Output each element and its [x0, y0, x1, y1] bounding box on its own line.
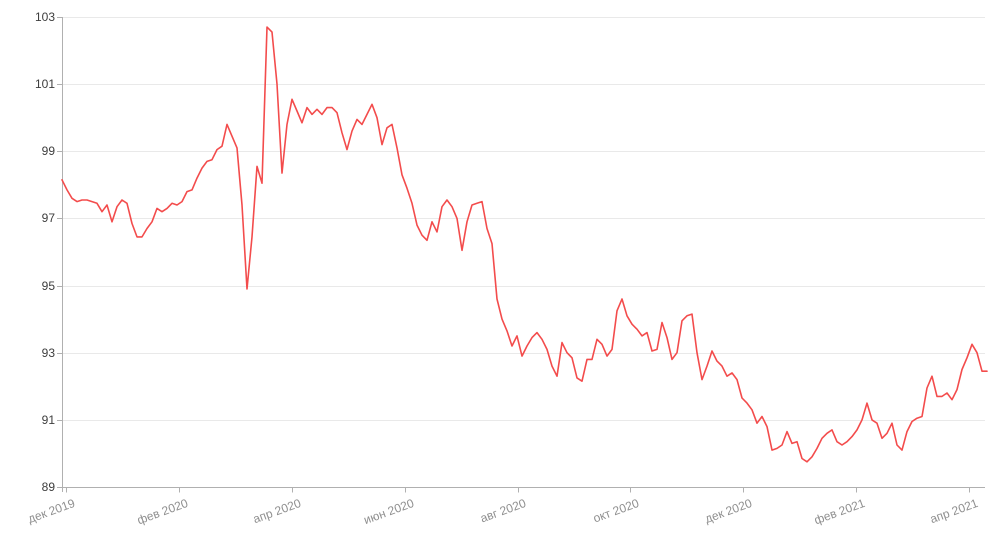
y-axis-tick-label: 103 [34, 10, 55, 24]
y-axis-tick-label: 99 [41, 144, 55, 158]
y-axis-tick-label: 91 [41, 413, 55, 427]
y-axis-tick-label: 93 [41, 346, 55, 360]
data-line [61, 26, 988, 463]
y-axis-tick-label: 97 [41, 211, 55, 225]
y-axis-tick-label: 89 [41, 480, 55, 494]
y-axis-tick-label: 95 [41, 279, 55, 293]
y-axis-tick-label: 101 [34, 77, 55, 91]
